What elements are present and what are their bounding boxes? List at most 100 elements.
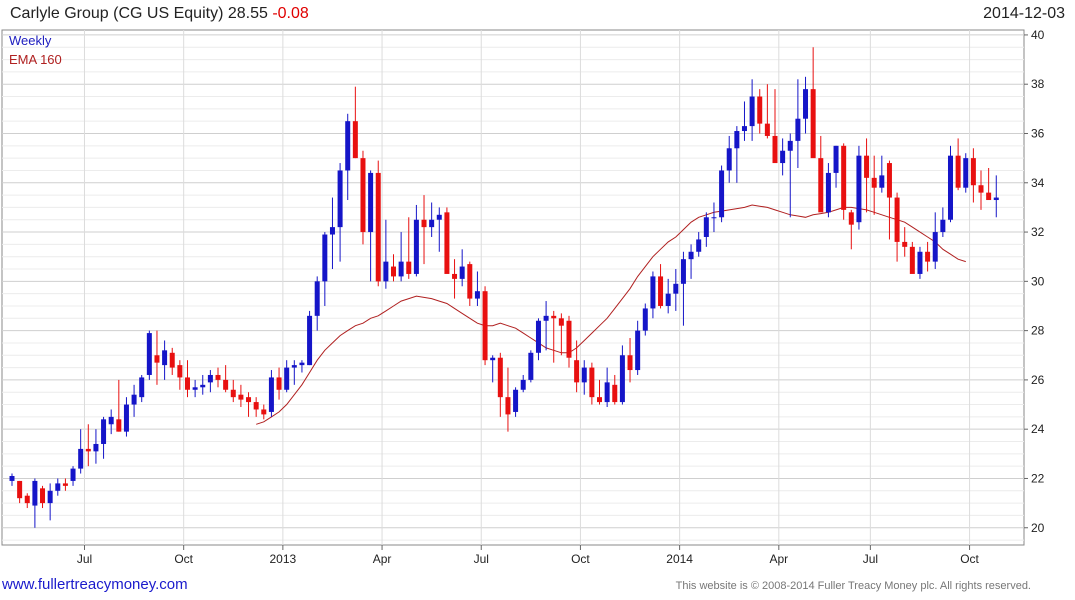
candle-body: [413, 219, 419, 274]
candle-body: [741, 126, 747, 132]
candle-body: [627, 355, 633, 371]
candle-body: [894, 197, 900, 242]
candle-body: [307, 315, 313, 366]
candle-body: [85, 448, 91, 452]
candle-body: [131, 394, 137, 405]
candle-body: [993, 197, 999, 201]
candle-body: [24, 495, 30, 504]
candle-body: [803, 89, 809, 119]
candle-body: [551, 315, 557, 319]
chart-header: Carlyle Group (CG US Equity) 28.55 -0.08…: [0, 0, 1075, 28]
candle-body: [955, 155, 961, 188]
candle-body: [978, 185, 984, 193]
candle-body: [93, 443, 99, 452]
candle-body: [32, 480, 38, 506]
candle-body: [223, 379, 229, 390]
candle-body: [421, 219, 427, 228]
candle-body: [856, 155, 862, 223]
candle-body: [467, 264, 473, 299]
candle-body: [535, 320, 541, 353]
x-tick-label: Apr: [769, 552, 788, 566]
candle-body: [276, 377, 282, 390]
candle-body: [612, 384, 618, 403]
x-tick-label: Apr: [373, 552, 392, 566]
candle-body: [688, 251, 694, 260]
candle-body: [726, 148, 732, 171]
x-tick-label: Oct: [571, 552, 590, 566]
candle-body: [986, 192, 992, 201]
candle-body: [848, 212, 854, 225]
candle-body: [406, 261, 412, 274]
candle-body: [215, 374, 221, 380]
y-tick-label: 30: [1031, 274, 1045, 288]
x-tick-label: 2013: [270, 552, 297, 566]
candle-body: [17, 480, 23, 499]
candle-body: [520, 379, 526, 390]
candle-body: [932, 232, 938, 262]
candle-body: [116, 419, 122, 432]
candle-body: [833, 145, 839, 173]
candle-body: [795, 118, 801, 141]
x-tick-label: 2014: [666, 552, 693, 566]
candle-body: [459, 266, 465, 279]
candle-body: [352, 121, 358, 159]
copyright-notice: This website is © 2008-2014 Fuller Treac…: [675, 580, 1031, 592]
candle-body: [299, 362, 305, 366]
candle-body: [566, 320, 572, 358]
candle-body: [543, 315, 549, 321]
candle-body: [78, 448, 84, 469]
candle-body: [787, 140, 793, 151]
candle-body: [650, 276, 656, 309]
candle-body: [101, 419, 107, 444]
candle-body: [886, 163, 892, 198]
x-tick-label: Jul: [474, 552, 489, 566]
candle-body: [719, 170, 725, 218]
candle-body: [62, 483, 68, 486]
candle-body: [337, 170, 343, 228]
x-tick-label: Jul: [863, 552, 878, 566]
candle-body: [490, 357, 496, 361]
candle-body: [864, 155, 870, 178]
y-tick-label: 22: [1031, 471, 1045, 485]
y-tick-label: 40: [1031, 28, 1045, 42]
candle-body: [192, 387, 198, 390]
x-tick-label: Oct: [960, 552, 979, 566]
candle-body: [558, 318, 564, 326]
legend-item: EMA 160: [9, 52, 62, 67]
legend-item: Weekly: [9, 33, 52, 48]
website-link[interactable]: www.fullertreacymoney.com: [2, 576, 188, 593]
candle-body: [322, 234, 328, 282]
candle-body: [482, 291, 488, 361]
candle-body: [429, 219, 435, 228]
candle-body: [55, 483, 61, 491]
candle-body: [909, 246, 915, 274]
candle-body: [146, 333, 152, 375]
candle-body: [879, 175, 885, 188]
candle-body: [360, 158, 366, 233]
y-tick-label: 36: [1031, 126, 1045, 140]
candle-body: [810, 89, 816, 159]
candle-body: [398, 261, 404, 277]
candle-body: [635, 330, 641, 371]
candle-body: [154, 355, 160, 363]
candle-body: [574, 360, 580, 383]
candle-body: [619, 355, 625, 403]
candle-body: [169, 352, 175, 368]
y-tick-label: 24: [1031, 422, 1045, 436]
candle-body: [268, 377, 274, 412]
x-tick-label: Oct: [174, 552, 193, 566]
candle-body: [9, 476, 15, 481]
candle-body: [139, 377, 145, 398]
candle-body: [734, 131, 740, 149]
candle-body: [963, 158, 969, 188]
candle-body: [711, 217, 717, 219]
candle-body: [345, 121, 351, 171]
candle-body: [200, 384, 206, 388]
candle-body: [47, 490, 53, 504]
candle-body: [597, 397, 603, 403]
x-tick-label: Jul: [77, 552, 92, 566]
candle-body: [383, 261, 389, 282]
candle-body: [841, 145, 847, 210]
candle-body: [764, 123, 770, 136]
candle-body: [749, 96, 755, 127]
